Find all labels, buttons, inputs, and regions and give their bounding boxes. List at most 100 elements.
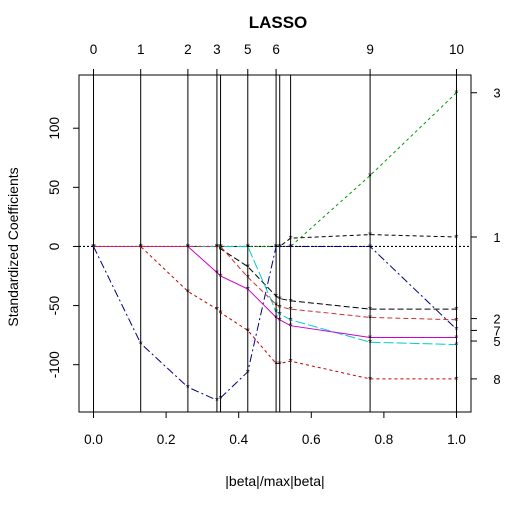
series-point-5: * xyxy=(368,242,372,253)
series-point-1: * xyxy=(455,233,459,244)
series-point-1: * xyxy=(368,231,372,242)
series-point-7: * xyxy=(455,334,459,345)
series-point-6: * xyxy=(92,242,96,253)
series-point-5: * xyxy=(139,339,143,350)
series-point-2: * xyxy=(274,292,278,303)
series-point-1: * xyxy=(219,242,223,253)
series-point-8: * xyxy=(215,242,219,253)
series-point-6: * xyxy=(246,242,250,253)
series-line-3 xyxy=(93,246,457,380)
series-line-7 xyxy=(93,246,457,338)
series-point-5: * xyxy=(219,394,223,405)
series-point-8: * xyxy=(455,316,459,327)
series-point-4: * xyxy=(219,242,223,253)
series-point-6: * xyxy=(215,242,219,253)
series-point-8: * xyxy=(274,300,278,311)
series-point-8: * xyxy=(92,242,96,253)
right-tick-label: 1 xyxy=(493,230,500,245)
series-point-1: * xyxy=(278,242,282,253)
series-point-3: * xyxy=(215,305,219,316)
series-point-4: * xyxy=(368,172,372,183)
series-point-7: * xyxy=(139,242,143,253)
series-point-2: * xyxy=(139,242,143,253)
coefficient-paths: * * * * * * * ** * ** * * * *** * ** ** *** *** * ** ** * * * * * *… xyxy=(92,89,459,407)
series-line-8 xyxy=(93,246,457,321)
series-line-2 xyxy=(93,246,457,310)
right-tick-label: 3 xyxy=(493,86,500,101)
series-point-3: * xyxy=(278,360,282,371)
series-point-8: * xyxy=(289,305,293,316)
series-point-7: * xyxy=(186,242,190,253)
series-point-1: * xyxy=(215,242,219,253)
series-point-3: * xyxy=(186,287,190,298)
x-axis-label: |beta|/max|beta| xyxy=(225,473,324,489)
series-point-8: * xyxy=(368,313,372,324)
series-point-3: * xyxy=(219,309,223,320)
series-point-5: * xyxy=(274,242,278,253)
series-point-2: * xyxy=(215,242,219,253)
series-point-2: * xyxy=(92,242,96,253)
series-point-4: * xyxy=(92,242,96,253)
series-point-3: * xyxy=(368,375,372,386)
y-tick-label: 100 xyxy=(47,117,62,140)
series-point-3: * xyxy=(289,357,293,368)
right-tick-label: 8 xyxy=(493,372,500,387)
series-point-4: * xyxy=(289,242,293,253)
series-point-4: * xyxy=(186,242,190,253)
series-point-1: * xyxy=(246,242,250,253)
series-point-2: * xyxy=(186,242,190,253)
series-point-2: * xyxy=(246,263,250,274)
x-tick-label: 1.0 xyxy=(447,432,466,447)
plot-frame xyxy=(78,74,472,413)
top-tick-label: 1 xyxy=(137,42,145,57)
x-tick-label: 0.4 xyxy=(229,432,248,447)
series-point-3: * xyxy=(92,242,96,253)
series-point-4: * xyxy=(139,242,143,253)
series-line-5 xyxy=(93,246,457,401)
series-point-6: * xyxy=(368,338,372,349)
series-point-7: * xyxy=(215,268,219,279)
top-tick-label: 0 xyxy=(90,42,98,57)
top-tick-label: 2 xyxy=(184,42,192,57)
right-tick-label: 2 xyxy=(493,312,500,327)
x-tick-label: 0.2 xyxy=(157,432,176,447)
series-point-4: * xyxy=(455,89,459,100)
series-point-2: * xyxy=(455,305,459,316)
series-point-6: * xyxy=(186,242,190,253)
series-line-4 xyxy=(93,92,457,247)
series-point-7: * xyxy=(246,285,250,296)
series-point-7: * xyxy=(289,322,293,333)
series-point-8: * xyxy=(219,242,223,253)
series-point-5: * xyxy=(455,325,459,336)
top-tick-label: 10 xyxy=(449,42,464,57)
series-point-8: * xyxy=(278,303,282,314)
series-point-8: * xyxy=(186,242,190,253)
series-point-8: * xyxy=(139,242,143,253)
series-point-5: * xyxy=(92,242,96,253)
x-tick-label: 0.0 xyxy=(84,432,103,447)
series-point-6: * xyxy=(219,242,223,253)
top-tick-label: 3 xyxy=(213,42,221,57)
series-point-5: * xyxy=(289,242,293,253)
series-point-7: * xyxy=(368,334,372,345)
y-axis-label: Standardized Coefficients xyxy=(5,167,21,326)
series-point-6: * xyxy=(139,242,143,253)
series-point-7: * xyxy=(278,316,282,327)
top-tick-label: 5 xyxy=(244,42,252,57)
y-tick-label: -50 xyxy=(47,296,62,316)
chart-title: LASSO xyxy=(249,13,308,32)
axes: 0.0 0.2 0.4 0.6 0.8 1.0 -100 -50 0 50 100 0 1 2 3 5 6 9 10… xyxy=(47,42,501,447)
top-tick-label: 9 xyxy=(366,42,374,57)
series-point-3: * xyxy=(139,242,143,253)
series-point-3: * xyxy=(274,360,278,371)
top-tick-label: 6 xyxy=(272,42,280,57)
series-point-4: * xyxy=(215,242,219,253)
series-point-5: * xyxy=(215,396,219,407)
y-tick-label: 0 xyxy=(47,243,62,251)
series-point-5: * xyxy=(186,383,190,394)
series-point-6: * xyxy=(455,341,459,352)
series-point-7: * xyxy=(219,272,223,283)
series-point-8: * xyxy=(246,273,250,284)
series-point-4: * xyxy=(246,242,250,253)
